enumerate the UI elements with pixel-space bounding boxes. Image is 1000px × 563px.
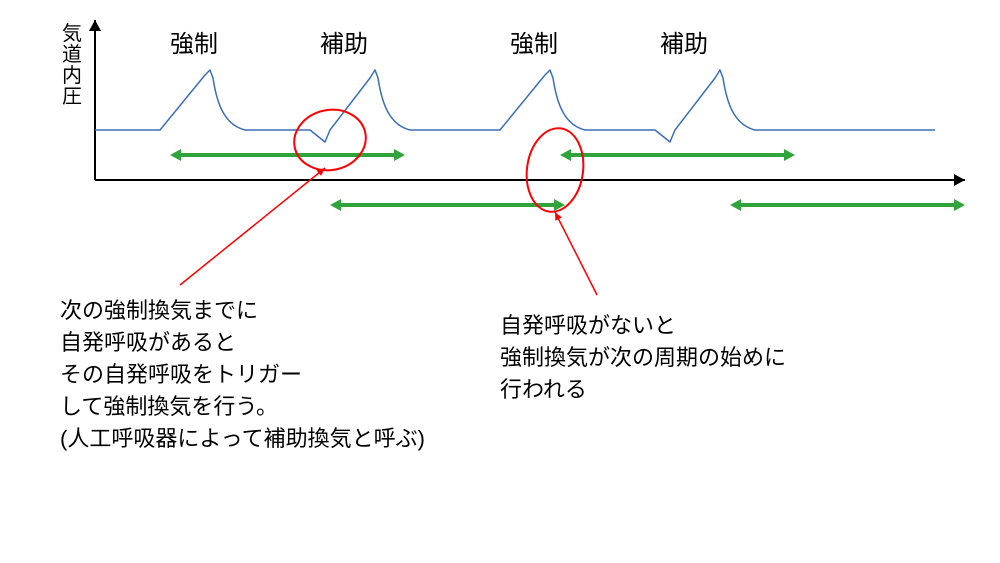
explanation-left: 次の強制換気までに 自発呼吸があると その自発呼吸をトリガー して強制換気を行う… <box>60 295 425 454</box>
y-axis-label: 気道内圧 <box>62 24 82 108</box>
breath-type-label-1: 補助 <box>320 24 368 59</box>
breath-type-label-3: 補助 <box>660 24 708 59</box>
breath-type-label-0: 強制 <box>170 24 218 59</box>
diagram-svg <box>0 0 1000 563</box>
breath-type-label-2: 強制 <box>510 24 558 59</box>
explanation-right: 自発呼吸がないと 強制換気が次の周期の始めに 行われる <box>500 310 786 406</box>
